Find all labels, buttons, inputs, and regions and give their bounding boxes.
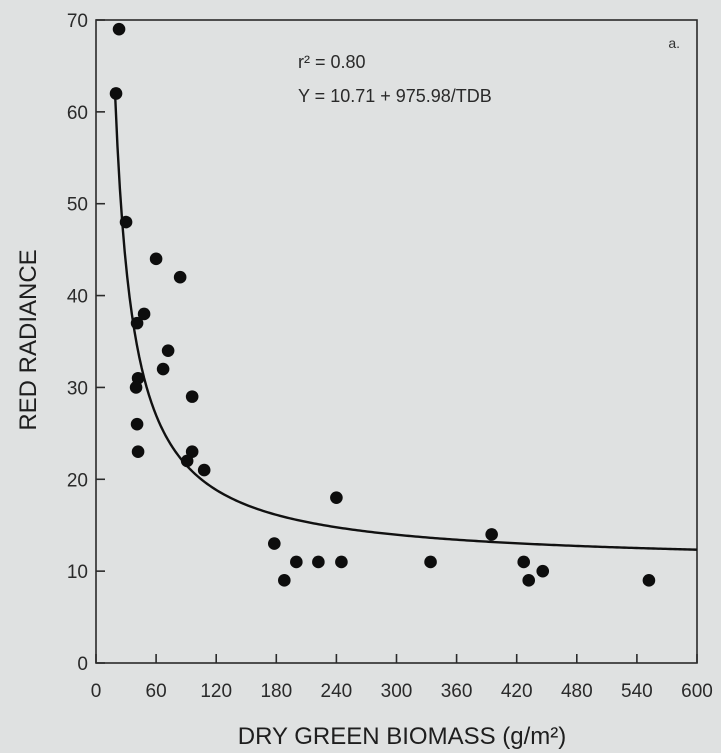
y-tick-label: 40 xyxy=(67,287,88,308)
y-tick-label: 70 xyxy=(67,11,88,32)
data-point xyxy=(290,555,303,569)
x-axis-title: DRY GREEN BIOMASS (g/m²) xyxy=(238,723,567,750)
data-point xyxy=(149,252,163,266)
y-tick-label: 20 xyxy=(67,470,88,491)
x-tick-label: 300 xyxy=(381,681,413,702)
x-tick-labels: 0 60 120 180 240 300 360 420 480 540 600 xyxy=(91,681,713,702)
r-squared-annotation: r² = 0.80 xyxy=(298,52,366,72)
data-point xyxy=(278,574,291,587)
x-tick-label: 600 xyxy=(681,681,713,702)
data-point xyxy=(109,87,123,100)
x-tick-label: 60 xyxy=(146,681,167,702)
y-tick-label: 50 xyxy=(67,195,88,216)
data-point xyxy=(312,555,325,569)
data-point xyxy=(119,215,133,229)
data-point xyxy=(129,381,143,394)
data-point xyxy=(137,307,151,321)
data-point xyxy=(197,463,211,477)
plot-frame xyxy=(95,19,698,664)
y-tick-label: 60 xyxy=(67,103,88,124)
data-point xyxy=(330,491,343,504)
data-point xyxy=(536,564,550,578)
axis-ticks xyxy=(95,19,698,664)
data-point xyxy=(180,454,194,468)
panel-label: a. xyxy=(668,35,680,51)
x-tick-label: 0 xyxy=(91,681,102,702)
data-point xyxy=(130,417,144,431)
data-point xyxy=(335,555,348,569)
y-axis-title: RED RADIANCE xyxy=(15,249,42,430)
x-tick-label: 360 xyxy=(441,681,473,702)
x-tick-label: 180 xyxy=(260,681,292,702)
data-point xyxy=(485,528,498,541)
data-point xyxy=(156,362,170,376)
data-point xyxy=(517,555,531,569)
data-point xyxy=(267,537,281,550)
y-tick-label: 0 xyxy=(77,654,88,675)
x-tick-label: 120 xyxy=(200,681,232,702)
data-point xyxy=(642,574,656,587)
x-tick-label: 420 xyxy=(501,681,533,702)
data-point xyxy=(161,344,175,357)
y-tick-labels: 0 10 20 30 40 50 60 70 xyxy=(67,11,88,675)
y-tick-label: 10 xyxy=(67,562,88,583)
x-tick-label: 480 xyxy=(561,681,593,702)
data-point xyxy=(185,390,199,403)
x-tick-label: 540 xyxy=(621,681,653,702)
regression-equation: Y = 10.71 + 975.98/TDB xyxy=(298,86,492,106)
data-point xyxy=(522,574,536,587)
fit-curve xyxy=(113,92,698,551)
x-tick-label: 240 xyxy=(321,681,353,702)
data-points xyxy=(109,22,656,587)
data-point xyxy=(424,555,437,569)
y-tick-label: 30 xyxy=(67,378,88,399)
data-point xyxy=(130,316,144,330)
data-point xyxy=(173,270,187,284)
data-point xyxy=(185,445,199,459)
data-point xyxy=(112,22,126,36)
data-point xyxy=(131,445,145,459)
